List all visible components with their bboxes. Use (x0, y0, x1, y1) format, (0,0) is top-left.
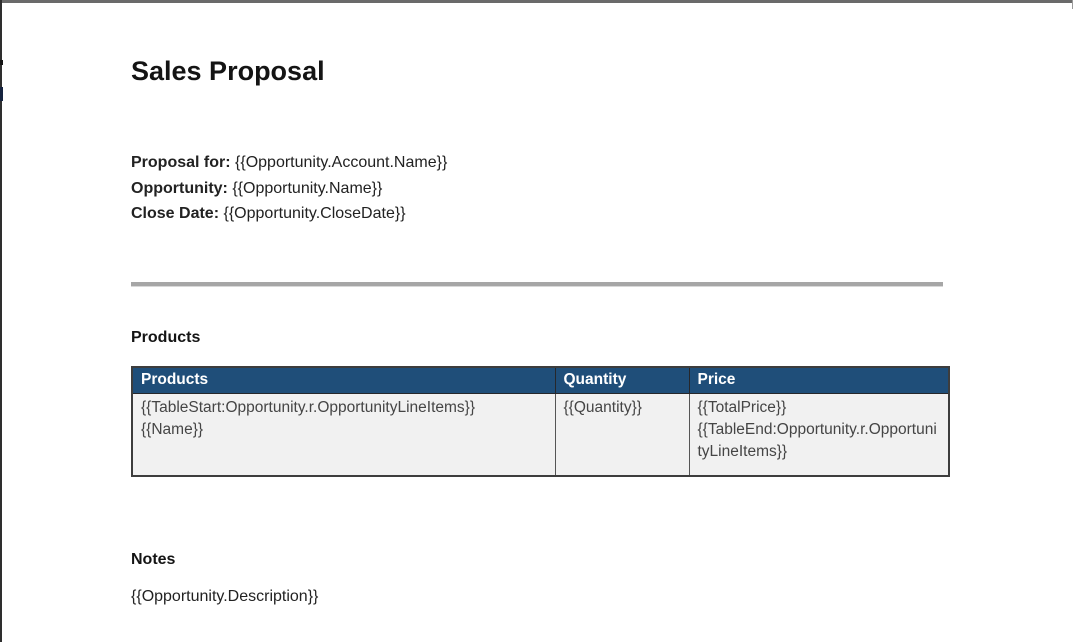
merge-fields-block: Proposal for: {{Opportunity.Account.Name… (131, 150, 447, 227)
merge-token-tablestart: {{TableStart:Opportunity.r.OpportunityLi… (141, 399, 476, 416)
column-header-price: Price (688, 366, 950, 394)
table-row: {{TableStart:Opportunity.r.OpportunityLi… (131, 393, 950, 477)
merge-token-quantity: {{Quantity}} (563, 399, 642, 416)
merge-token-totalprice: {{TotalPrice}} (697, 399, 787, 416)
merge-token-name: {{Name}} (141, 421, 204, 438)
merge-field-value: {{Opportunity.Name}} (232, 179, 383, 197)
column-header-quantity: Quantity (554, 366, 690, 394)
table-header-row: Products Quantity Price (131, 366, 950, 394)
merge-field-value: {{Opportunity.CloseDate}} (223, 205, 406, 222)
cell-products: {{TableStart:Opportunity.r.OpportunityLi… (131, 393, 556, 477)
products-section-heading: Products (131, 329, 201, 346)
window-border-left (0, 0, 2, 642)
field-label: Close Date: (131, 205, 220, 222)
products-table: Products Quantity Price {{TableStart:Opp… (131, 366, 950, 477)
field-line-opportunity: Opportunity: {{Opportunity.Name}} (131, 176, 447, 202)
document-title: Sales Proposal (131, 56, 325, 86)
field-label: Opportunity: (131, 179, 228, 197)
merge-token-tableend: {{TableEnd:Opportunity.r.OpportunityLine… (697, 421, 937, 460)
field-label: Proposal for: (131, 154, 231, 171)
cell-price: {{TotalPrice}} {{TableEnd:Opportunity.r.… (688, 393, 950, 477)
left-edge-artifact (0, 60, 3, 65)
left-edge-artifact (0, 87, 3, 101)
horizontal-rule (131, 282, 943, 287)
cell-quantity: {{Quantity}} (554, 393, 690, 477)
merge-field-value: {{Opportunity.Account.Name}} (235, 154, 448, 171)
notes-merge-field: {{Opportunity.Description}} (131, 588, 319, 605)
field-line-close-date: Close Date: {{Opportunity.CloseDate}} (131, 201, 447, 227)
field-line-proposal-for: Proposal for: {{Opportunity.Account.Name… (131, 150, 447, 176)
window-border-top (0, 0, 1073, 3)
column-header-products: Products (131, 366, 556, 394)
notes-section-heading: Notes (131, 551, 176, 568)
